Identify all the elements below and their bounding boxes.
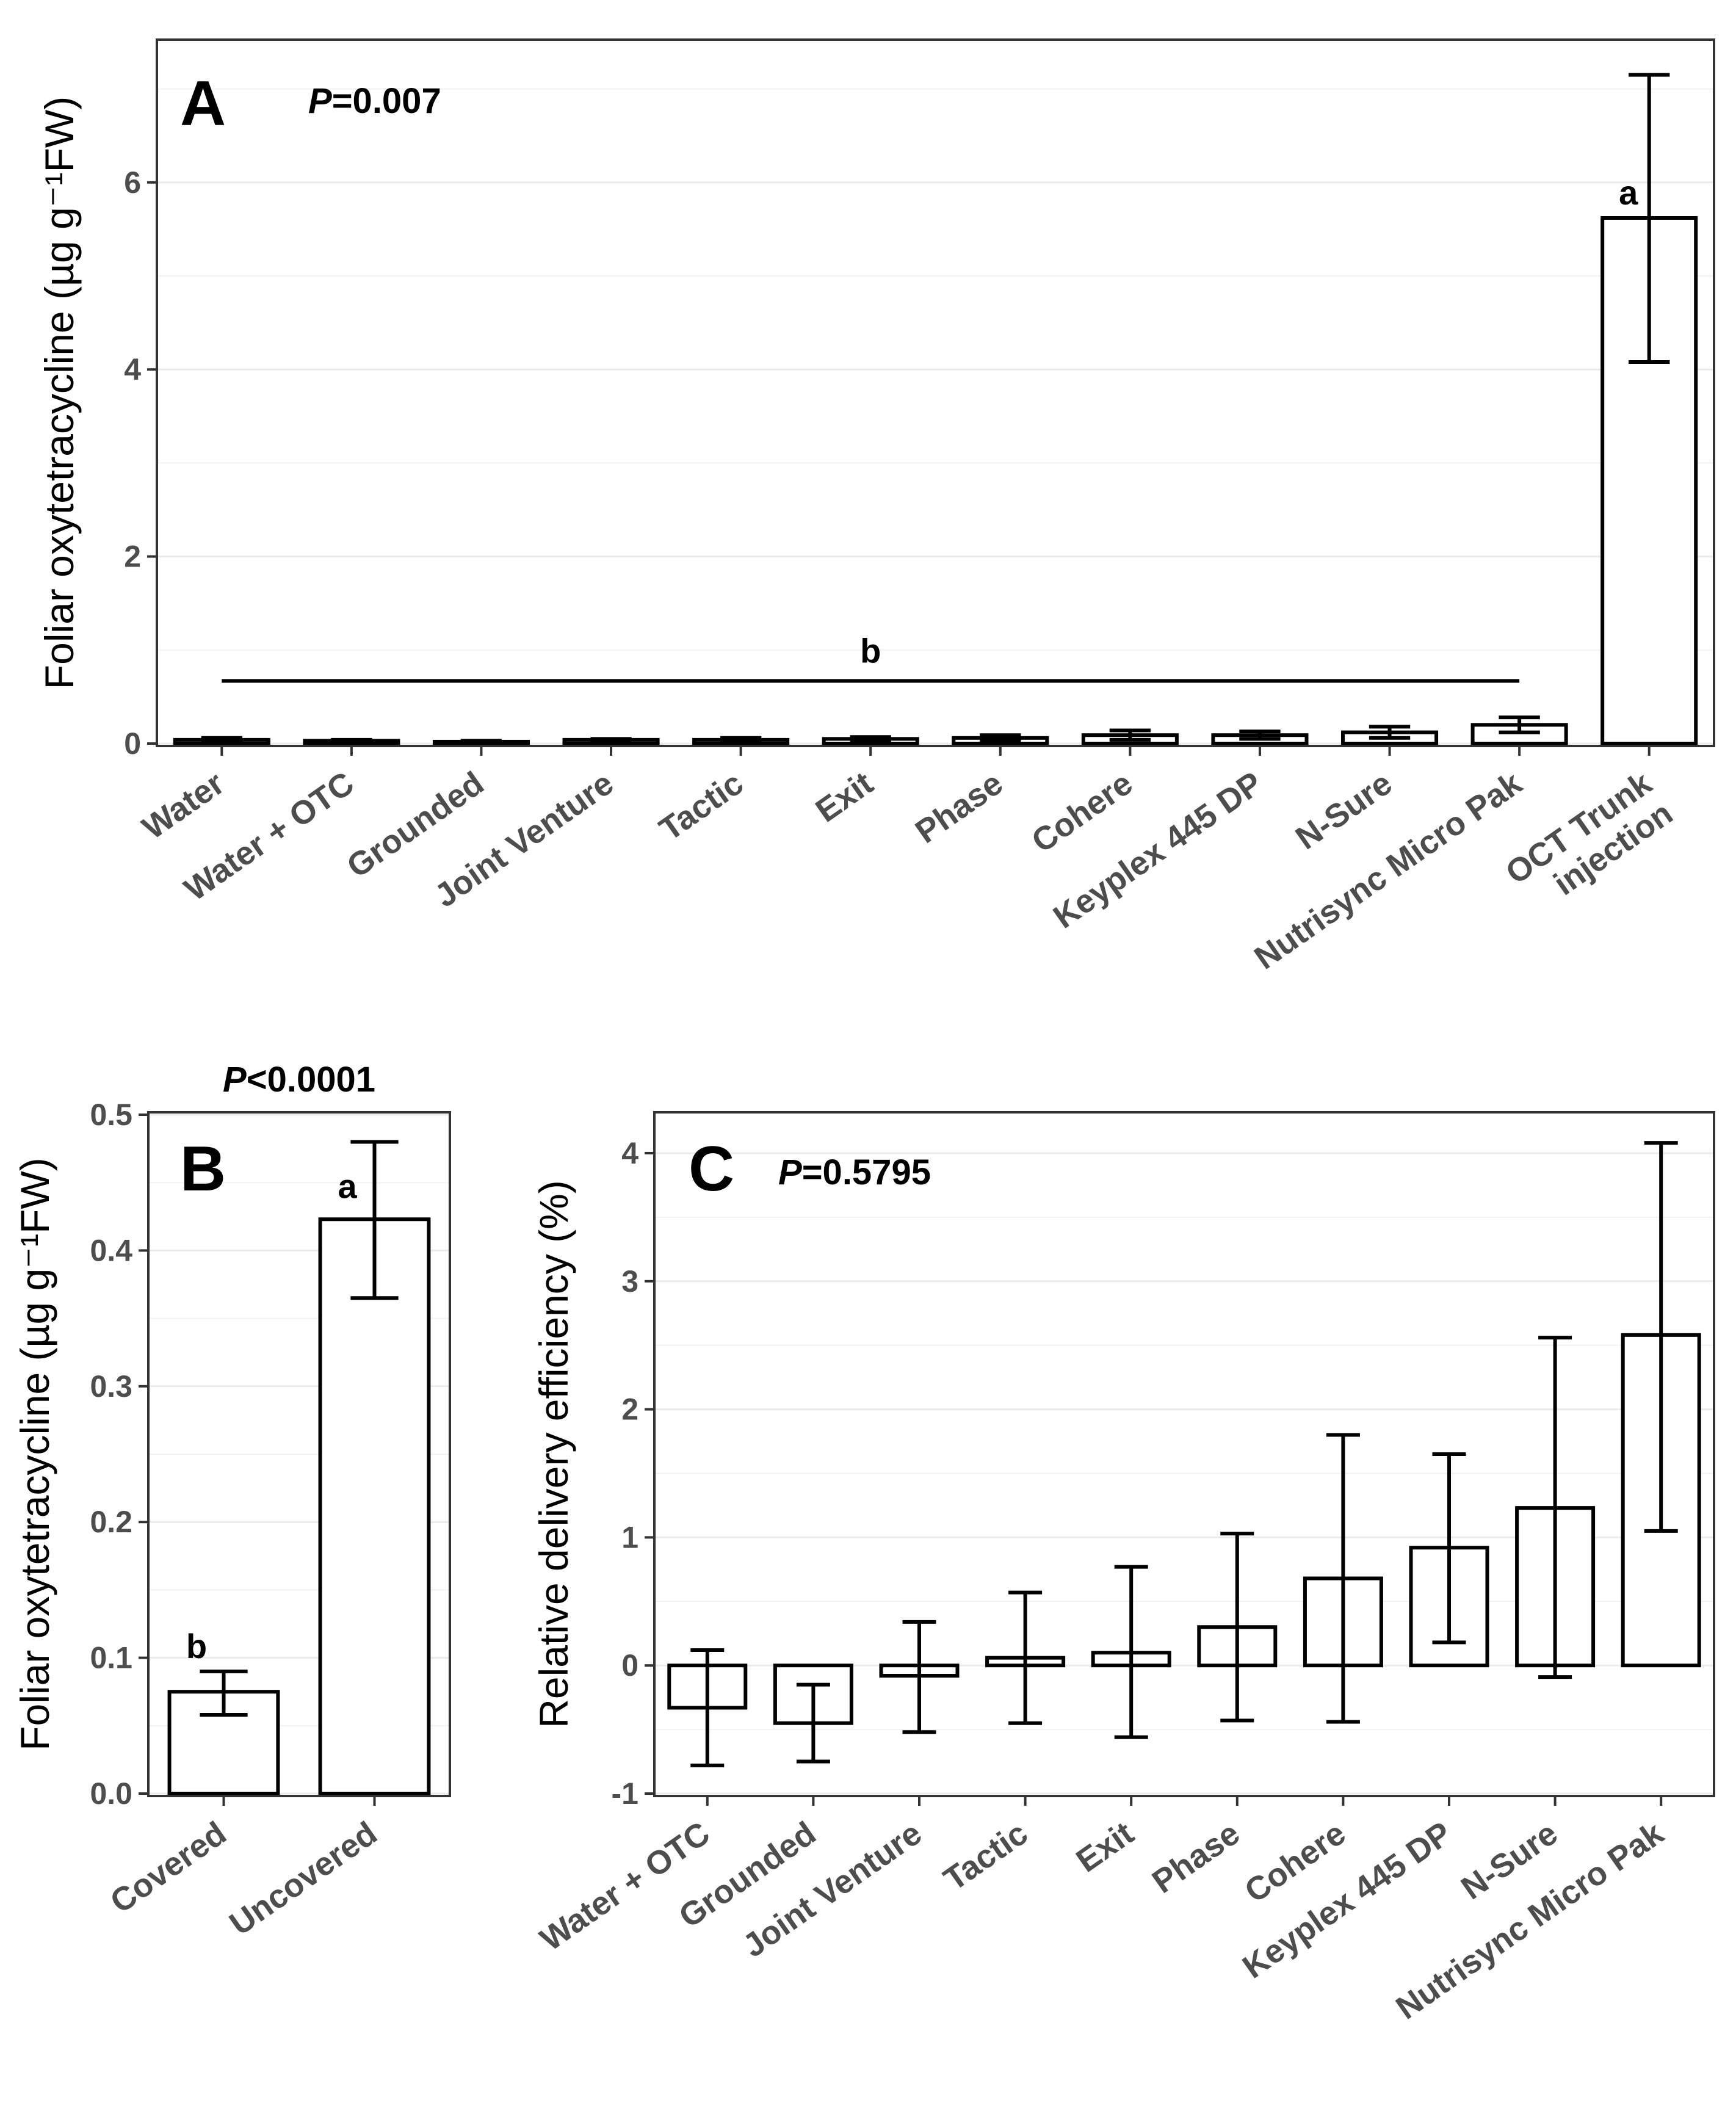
panel-b-significance-letter-a: a bbox=[338, 1167, 357, 1205]
panel-b-p-number: <0.0001 bbox=[247, 1060, 375, 1099]
panel-c-error-bar-nutrisync-micro-pak bbox=[1644, 1141, 1678, 1533]
panel-c-p-number: =0.5795 bbox=[802, 1153, 931, 1192]
panel-c-p-value: P=0.5795 bbox=[778, 1153, 931, 1192]
panel-a-significance-letter-b: b bbox=[860, 631, 881, 670]
panel-a-y-tick-label: 2 bbox=[124, 540, 141, 574]
panel-a-border bbox=[156, 38, 1715, 747]
panel-a-p-symbol: P bbox=[308, 81, 332, 121]
panel-a-p-number: =0.007 bbox=[332, 81, 441, 121]
panel-c-y-tick-label: 4 bbox=[621, 1136, 638, 1170]
panel-b-error-bar-uncovered bbox=[350, 1140, 399, 1300]
panel-b-y-tick-label: 0.5 bbox=[90, 1098, 132, 1132]
panel-c-error-bar-exit bbox=[1114, 1565, 1148, 1739]
panel-b-y-axis-title: Foliar oxytetracycline (µg g⁻¹FW) bbox=[12, 1157, 57, 1750]
panel-c-category-label-tactic: Tactic bbox=[938, 1815, 1035, 1898]
panel-c-y-tick-label: 2 bbox=[621, 1392, 638, 1427]
panel-b-chart: 0.00.10.20.30.40.5CoveredUncoveredbaBP<0… bbox=[12, 1060, 451, 1943]
panel-a-error-bar-n-sure bbox=[1369, 725, 1411, 740]
panel-c-error-bar-phase bbox=[1220, 1532, 1254, 1723]
panel-c-category-label-water-otc: Water + OTC bbox=[533, 1815, 716, 1958]
panel-a-category-label-water: Water bbox=[136, 765, 231, 847]
panel-a-error-bar-oct-trunk-injection bbox=[1629, 73, 1670, 364]
panel-a-error-bar-cohere bbox=[1109, 728, 1151, 742]
panel-a-error-bar-water-otc bbox=[331, 737, 372, 744]
panel-a-label: A bbox=[180, 68, 226, 139]
panel-b-y-tick-label: 0.2 bbox=[90, 1505, 132, 1539]
panel-c-y-tick-label: 1 bbox=[621, 1520, 638, 1554]
panel-b-significance-letter-b: b bbox=[186, 1627, 207, 1665]
panel-b-category-label-covered: Covered bbox=[104, 1815, 233, 1921]
panel-a-error-bar-phase bbox=[980, 733, 1021, 743]
panel-a-y-tick-label: 6 bbox=[124, 165, 141, 200]
panel-b-p-value: P<0.0001 bbox=[223, 1060, 375, 1099]
panel-b-category-label-uncovered: Uncovered bbox=[223, 1815, 383, 1943]
panel-c-error-bar-joint-venture bbox=[902, 1620, 936, 1734]
panel-c-p-symbol: P bbox=[778, 1153, 802, 1192]
panel-a-y-axis-title: Foliar oxytetracycline (µg g⁻¹FW) bbox=[37, 96, 82, 689]
panel-c-y-tick-label: 0 bbox=[621, 1648, 638, 1682]
panel-c-error-bar-tactic bbox=[1008, 1590, 1043, 1725]
panel-c-label: C bbox=[689, 1134, 734, 1204]
panel-b-label: B bbox=[180, 1134, 226, 1204]
panel-b-bar-uncovered bbox=[318, 1217, 431, 1796]
panel-c-error-bar-n-sure bbox=[1538, 1336, 1572, 1679]
panel-c-y-tick-label: 3 bbox=[621, 1264, 638, 1298]
panel-c-category-label-phase: Phase bbox=[1146, 1815, 1246, 1900]
panel-a-error-bar-nutrisync-micro-pak bbox=[1499, 715, 1540, 734]
panel-b-y-tick-label: 0.1 bbox=[90, 1641, 132, 1675]
panel-c-category-label-exit: Exit bbox=[1070, 1815, 1141, 1880]
panel-b-p-symbol: P bbox=[223, 1060, 247, 1099]
panel-c-error-bar-cohere bbox=[1326, 1433, 1360, 1724]
panel-c-error-bar-keyplex-445-dp bbox=[1432, 1452, 1466, 1645]
panel-a-error-bar-keyplex-445-dp bbox=[1239, 730, 1281, 741]
panel-c-error-bar-grounded bbox=[796, 1682, 830, 1764]
panel-c-y-tick-label: -1 bbox=[612, 1776, 638, 1811]
panel-a-error-bar-grounded bbox=[460, 739, 502, 745]
panel-a-category-label-tactic: Tactic bbox=[653, 765, 750, 848]
panel-a-category-label-cohere: Cohere bbox=[1025, 765, 1139, 860]
panel-a-category-label-keyplex-445-dp: Keyplex 445 DP bbox=[1047, 765, 1269, 936]
panel-b-y-tick-label: 0.0 bbox=[90, 1776, 132, 1811]
panel-b-error-bar-covered bbox=[200, 1669, 248, 1717]
panel-c-border bbox=[653, 1111, 1715, 1797]
panel-a-p-value: P=0.007 bbox=[308, 81, 441, 121]
panel-a-category-label-exit: Exit bbox=[809, 765, 880, 830]
panel-a-error-bar-tactic bbox=[720, 736, 762, 744]
panel-a-category-label-oct-trunk-injection: OCT Trunkinjection bbox=[1499, 764, 1680, 921]
panel-c-error-bar-water-otc bbox=[690, 1648, 725, 1767]
panel-a-category-label-n-sure: N-Sure bbox=[1289, 765, 1398, 857]
panel-b-y-tick-label: 0.4 bbox=[90, 1233, 132, 1267]
panel-c-category-label-joint-venture: Joint Venture bbox=[736, 1815, 928, 1964]
panel-a-significance-letter-a: a bbox=[1619, 173, 1638, 212]
panel-a-error-bar-water bbox=[201, 736, 242, 744]
panel-a-category-label-phase: Phase bbox=[909, 765, 1010, 850]
panel-a-error-bar-joint-venture bbox=[590, 737, 632, 744]
panel-b-border bbox=[147, 1111, 451, 1797]
panel-b-y-tick-label: 0.3 bbox=[90, 1369, 132, 1403]
panel-c-y-axis-title: Relative delivery efficiency (%) bbox=[531, 1180, 576, 1728]
panel-a-y-tick-label: 4 bbox=[124, 352, 141, 386]
panel-a-y-tick-label: 0 bbox=[124, 726, 141, 761]
panel-a-error-bar-exit bbox=[850, 735, 891, 744]
